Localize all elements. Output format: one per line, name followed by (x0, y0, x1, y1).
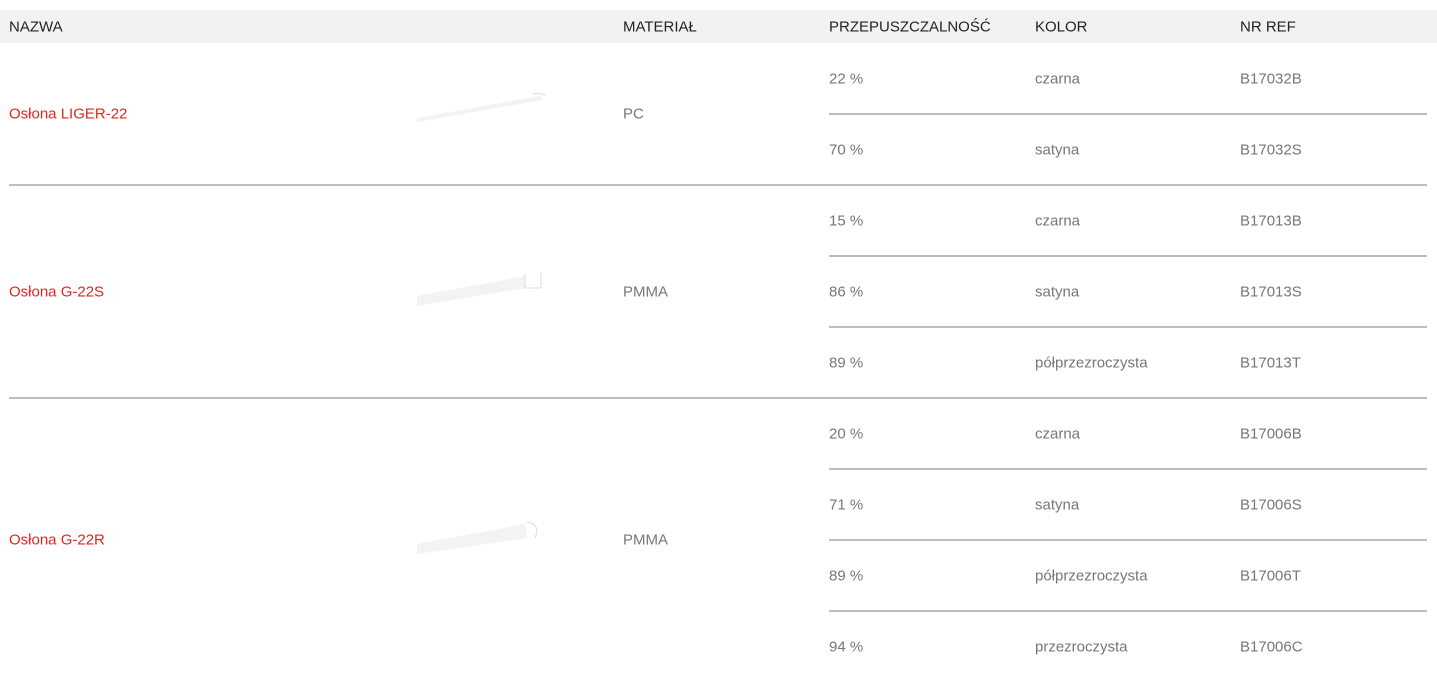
column-header: NAZWA (9, 19, 63, 36)
column-header: NR REF (1240, 19, 1296, 36)
transmittance: 86 % (829, 283, 863, 300)
reference-number: B17013B (1240, 212, 1302, 229)
reference-number: B17013T (1240, 354, 1301, 371)
divider (829, 468, 1427, 470)
reference-number: B17006T (1240, 567, 1301, 584)
column-header: KOLOR (1035, 19, 1088, 36)
divider (829, 610, 1427, 612)
material: PMMA (623, 532, 668, 549)
reference-number: B17006B (1240, 425, 1302, 442)
header-row (0, 10, 1437, 43)
divider (829, 326, 1427, 328)
column-header: MATERIAŁ (623, 19, 697, 36)
color: satyna (1035, 496, 1079, 513)
transmittance: 94 % (829, 638, 863, 655)
page: NAZWA MATERIAŁ PRZEPUSZCZALNOŚĆ KOLOR NR REF… (0, 0, 1437, 684)
product-image (415, 90, 550, 132)
color: przezroczysta (1035, 638, 1128, 655)
divider (9, 184, 1427, 186)
divider (9, 397, 1427, 399)
column-header: PRZEPUSZCZALNOŚĆ (829, 19, 991, 36)
color: półprzezroczysta (1035, 567, 1148, 584)
divider (829, 539, 1427, 541)
transmittance: 22 % (829, 70, 863, 87)
transmittance: 89 % (829, 354, 863, 371)
material: PC (623, 106, 644, 123)
reference-number: B17006S (1240, 496, 1302, 513)
color: czarna (1035, 212, 1080, 229)
product-name-link[interactable]: Osłona LIGER-22 (9, 106, 127, 123)
color: satyna (1035, 141, 1079, 158)
transmittance: 15 % (829, 212, 863, 229)
product-image (415, 268, 550, 310)
color: półprzezroczysta (1035, 354, 1148, 371)
product-name-link[interactable]: Osłona G-22R (9, 532, 105, 549)
reference-number: B17032S (1240, 141, 1302, 158)
product-name-link[interactable]: Osłona G-22S (9, 283, 104, 300)
transmittance: 20 % (829, 425, 863, 442)
transmittance: 70 % (829, 141, 863, 158)
material: PMMA (623, 283, 668, 300)
reference-number: B17013S (1240, 283, 1302, 300)
reference-number: B17006C (1240, 638, 1303, 655)
product-image (415, 516, 550, 558)
divider (829, 113, 1427, 115)
transmittance: 71 % (829, 496, 863, 513)
transmittance: 89 % (829, 567, 863, 584)
color: satyna (1035, 283, 1079, 300)
divider (829, 255, 1427, 257)
color: czarna (1035, 70, 1080, 87)
reference-number: B17032B (1240, 70, 1302, 87)
color: czarna (1035, 425, 1080, 442)
